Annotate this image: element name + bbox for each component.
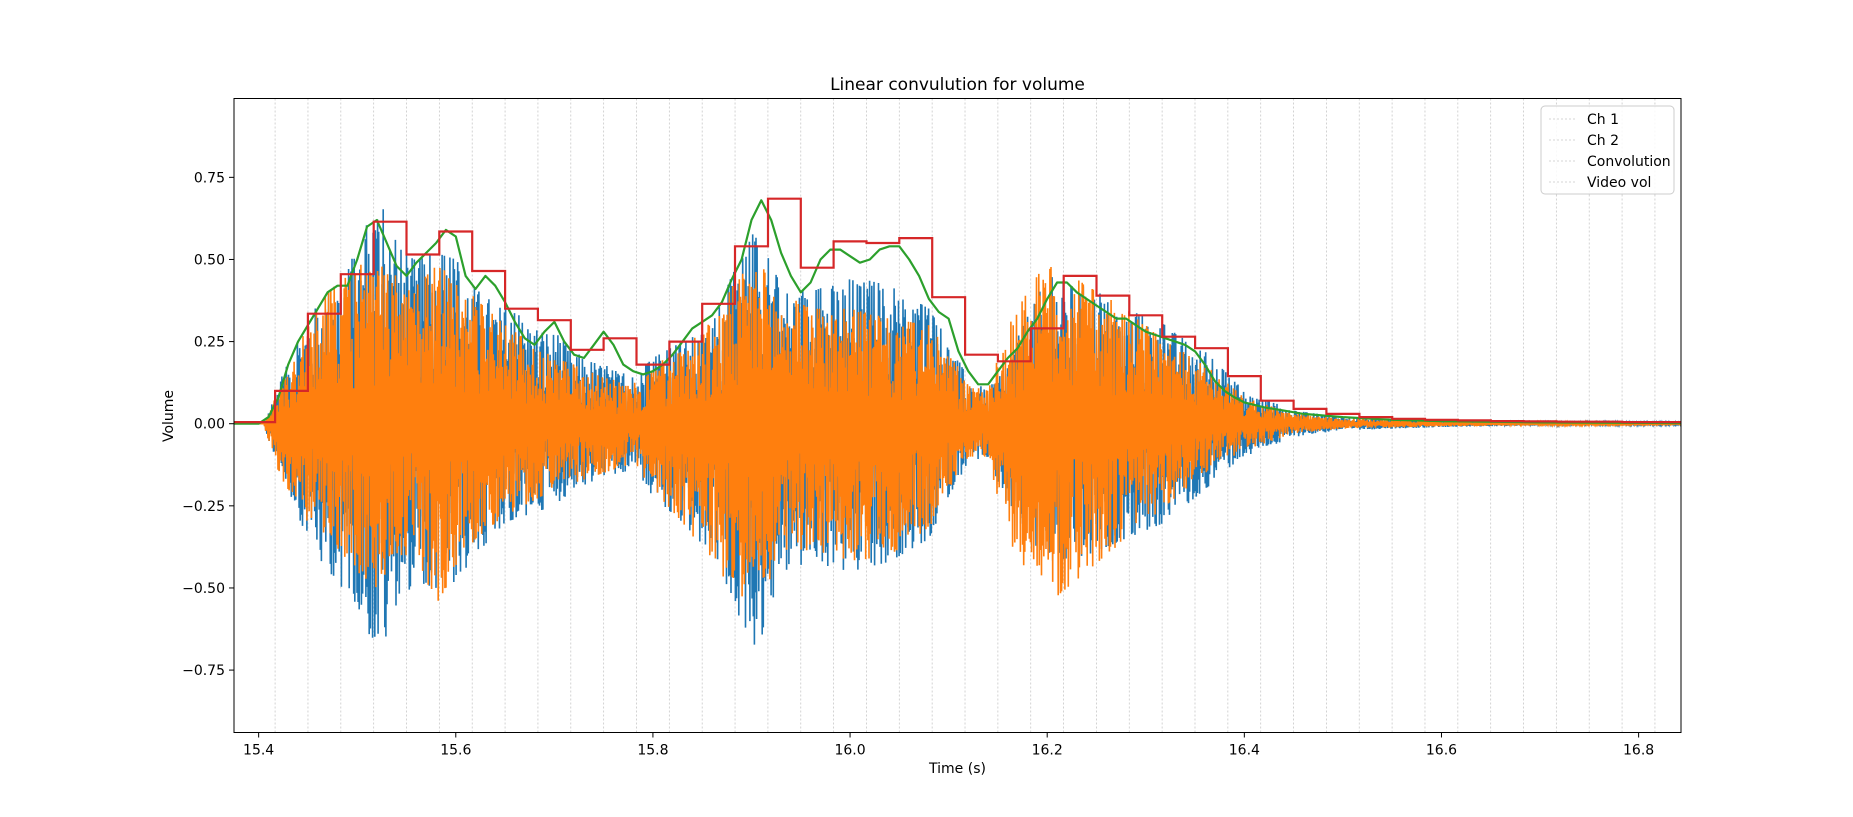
- series-video-vol: [234, 197, 1681, 424]
- x-tick-label: 15.6: [440, 743, 471, 759]
- y-tick-label: −0.50: [182, 581, 225, 597]
- video-vol-step-line: [234, 197, 1681, 424]
- legend: Ch 1 Ch 2 Convolution Video vol: [1540, 105, 1675, 195]
- x-tick-label: 16.0: [834, 743, 865, 759]
- plot-frame: [233, 98, 1682, 733]
- convolution-line: [234, 199, 1681, 425]
- legend-label: Ch 1: [1587, 112, 1619, 128]
- waveform-line: [234, 264, 1681, 601]
- y-tick-label: 0.50: [194, 252, 225, 268]
- x-axis-ticks: 15.4 15.6 15.8 16.0 16.2 16.4 16.6 16.8: [243, 732, 1654, 759]
- x-tick-label: 16.2: [1032, 743, 1063, 759]
- legend-label: Ch 2: [1587, 133, 1619, 149]
- legend-label: Convolution: [1587, 154, 1671, 170]
- y-axis-ticks: −0.75 −0.50 −0.25 0.00 0.25 0.50 0.75: [182, 170, 234, 679]
- x-tick-label: 16.8: [1623, 743, 1654, 759]
- series-ch2: [234, 264, 1681, 601]
- chart-title: Linear convulution for volume: [830, 75, 1085, 95]
- x-tick-label: 16.6: [1426, 743, 1457, 759]
- y-tick-label: 0.75: [194, 170, 225, 186]
- y-axis-title: Volume: [161, 390, 177, 442]
- x-axis-title: Time (s): [928, 761, 986, 777]
- legend-box: [1540, 105, 1675, 195]
- series-convolution: [234, 199, 1681, 425]
- x-tick-label: 15.8: [637, 743, 668, 759]
- y-tick-label: 0.00: [194, 417, 225, 433]
- y-tick-label: 0.25: [194, 335, 225, 351]
- y-tick-label: −0.75: [182, 663, 225, 679]
- x-tick-label: 16.4: [1229, 743, 1260, 759]
- y-tick-label: −0.25: [182, 499, 225, 515]
- legend-label: Video vol: [1587, 175, 1651, 191]
- x-tick-label: 15.4: [243, 743, 274, 759]
